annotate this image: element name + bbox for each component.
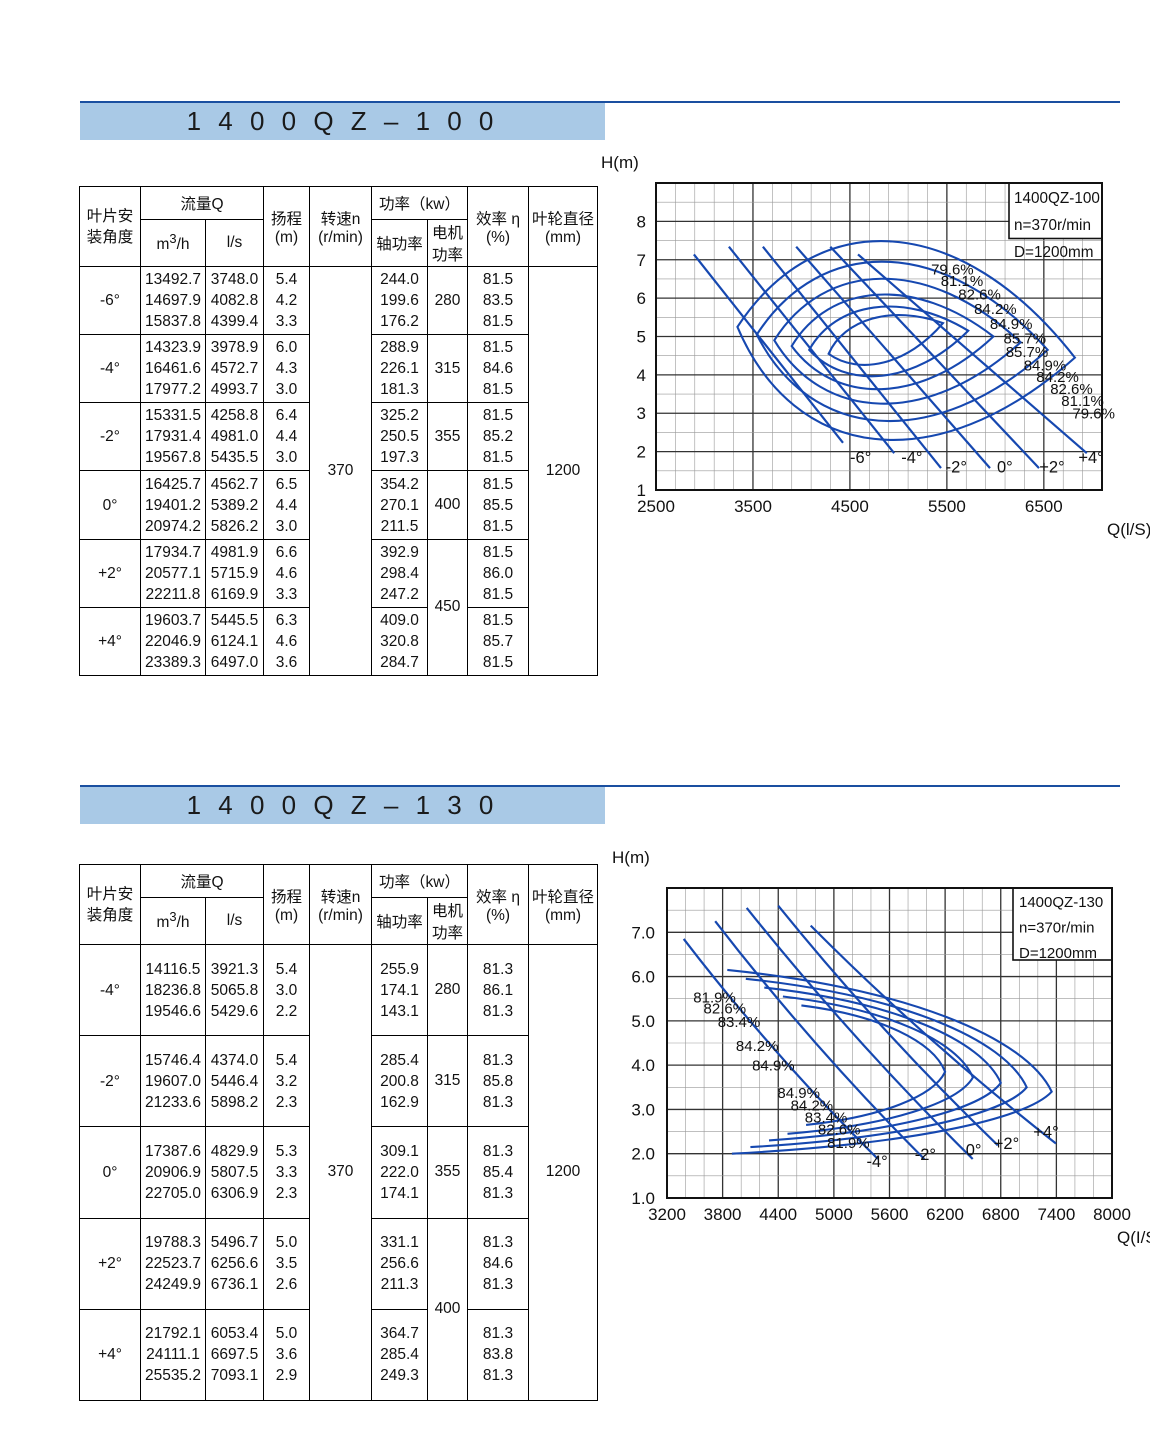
svg-text:0°: 0° <box>966 1141 982 1159</box>
svg-text:6.0: 6.0 <box>631 968 655 987</box>
svg-text:8000: 8000 <box>1093 1205 1131 1224</box>
svg-text:-2°: -2° <box>946 458 967 476</box>
svg-text:84.2%: 84.2% <box>736 1038 779 1055</box>
svg-text:-4°: -4° <box>901 449 922 467</box>
svg-text:6500: 6500 <box>1025 497 1063 516</box>
svg-text:+4°: +4° <box>1033 1124 1058 1142</box>
svg-text:0°: 0° <box>997 458 1013 476</box>
svg-text:6800: 6800 <box>982 1205 1020 1224</box>
svg-text:+2°: +2° <box>1039 458 1064 476</box>
svg-text:3500: 3500 <box>734 497 772 516</box>
svg-text:84.9%: 84.9% <box>752 1058 795 1075</box>
svg-text:2: 2 <box>637 443 646 462</box>
svg-text:7.0: 7.0 <box>631 923 655 942</box>
svg-text:1.0: 1.0 <box>631 1189 655 1208</box>
svg-text:5000: 5000 <box>815 1205 853 1224</box>
svg-text:-4°: -4° <box>866 1153 887 1171</box>
svg-text:79.6%: 79.6% <box>1072 405 1115 422</box>
svg-text:4500: 4500 <box>831 497 869 516</box>
svg-text:6: 6 <box>637 289 646 308</box>
svg-text:Q(l/S): Q(l/S) <box>1107 520 1150 539</box>
svg-text:+4°: +4° <box>1078 449 1103 467</box>
svg-text:1400QZ-130: 1400QZ-130 <box>1019 894 1103 911</box>
svg-text:n=370r/min: n=370r/min <box>1014 217 1091 234</box>
svg-text:1400QZ-100: 1400QZ-100 <box>1014 190 1100 207</box>
svg-text:H(m): H(m) <box>601 153 639 172</box>
svg-text:81.9%: 81.9% <box>827 1135 870 1152</box>
svg-text:3800: 3800 <box>704 1205 742 1224</box>
svg-text:5: 5 <box>637 328 646 347</box>
svg-text:8: 8 <box>637 212 646 231</box>
svg-text:5600: 5600 <box>871 1205 909 1224</box>
svg-text:n=370r/min: n=370r/min <box>1019 920 1094 937</box>
svg-text:7400: 7400 <box>1037 1205 1075 1224</box>
svg-text:1: 1 <box>637 481 646 500</box>
svg-text:-2°: -2° <box>915 1146 936 1164</box>
svg-text:D=1200mm: D=1200mm <box>1019 945 1097 962</box>
svg-text:5500: 5500 <box>928 497 966 516</box>
svg-text:+2°: +2° <box>994 1135 1019 1153</box>
svg-text:4400: 4400 <box>759 1205 797 1224</box>
svg-text:3.0: 3.0 <box>631 1100 655 1119</box>
svg-text:4.0: 4.0 <box>631 1056 655 1075</box>
svg-text:7: 7 <box>637 251 646 270</box>
svg-text:2.0: 2.0 <box>631 1145 655 1164</box>
svg-text:-6°: -6° <box>850 449 871 467</box>
svg-text:83.4%: 83.4% <box>718 1014 761 1031</box>
svg-text:6200: 6200 <box>926 1205 964 1224</box>
svg-text:3: 3 <box>637 404 646 423</box>
svg-text:H(m): H(m) <box>612 848 650 867</box>
svg-text:4: 4 <box>637 366 646 385</box>
svg-text:Q(I/S): Q(I/S) <box>1117 1228 1150 1247</box>
svg-text:D=1200mm: D=1200mm <box>1014 244 1094 261</box>
svg-text:5.0: 5.0 <box>631 1012 655 1031</box>
